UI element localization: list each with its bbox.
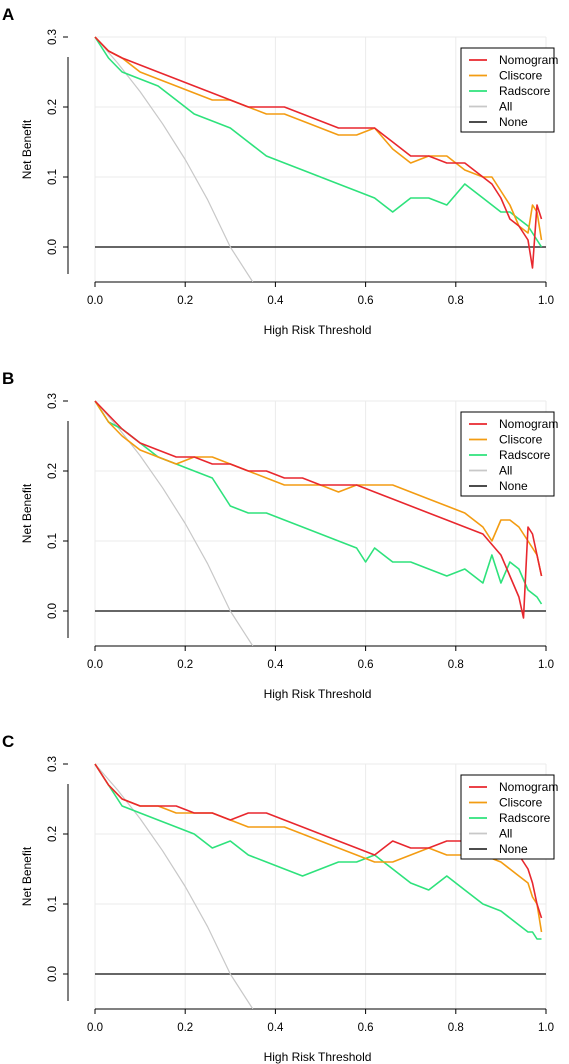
x-axis-title: High Risk Threshold (264, 323, 372, 337)
series-line-nomogram (94, 400, 543, 619)
y-tick-label: 0.1 (47, 533, 59, 549)
x-tick-label: 0.4 (267, 659, 284, 671)
series-line-all (94, 36, 254, 282)
y-axis-title: Net Benefit (20, 483, 34, 543)
panel-letter: C (2, 732, 14, 751)
x-tick-label: 0.2 (177, 1022, 193, 1034)
x-tick-label: 1.0 (538, 659, 554, 671)
x-tick-label: 0.6 (358, 295, 374, 307)
y-axis-title: Net Benefit (20, 846, 34, 906)
series-line-radscore (94, 36, 543, 248)
y-tick-label: 0.0 (47, 603, 59, 619)
x-tick-label: 0.4 (267, 1022, 284, 1034)
legend-box (460, 411, 555, 497)
legend-label-radscore: Radscore (499, 84, 551, 98)
y-tick-label: 0.3 (47, 393, 59, 409)
series-line-all (94, 763, 254, 1009)
chart-panel-c: C 0.0 0.2 0.4 0.6 0.8 1.0 0.0 0.1 0.2 0.3 High Risk… (2, 732, 558, 1064)
x-tick-label: 0.6 (358, 1022, 374, 1034)
x-axis-title: High Risk Threshold (264, 687, 372, 701)
legend-label-radscore: Radscore (499, 448, 551, 462)
legend-label-none: None (499, 842, 528, 856)
legend-label-all: All (499, 100, 512, 114)
y-tick-label: 0.2 (47, 99, 59, 115)
legend-label-cliscore: Cliscore (499, 433, 543, 447)
x-tick-label: 0.8 (448, 659, 464, 671)
legend-label-none: None (499, 479, 528, 493)
chart-panel-a: A 0.0 0.2 0.4 0.6 0.8 1.0 0.0 0.1 0.2 0.3 High Risk… (2, 5, 558, 337)
panel-letter: B (2, 369, 14, 388)
x-tick-label: 0.6 (358, 659, 374, 671)
legend-box (460, 47, 555, 133)
legend-label-none: None (499, 115, 528, 129)
x-tick-label: 0.4 (267, 295, 284, 307)
legend-box (460, 774, 555, 860)
y-tick-label: 0.0 (47, 966, 59, 982)
y-tick-label: 0.2 (47, 463, 59, 479)
legend-label-nomogram: Nomogram (499, 417, 558, 431)
legend-label-radscore: Radscore (499, 811, 551, 825)
x-tick-label: 1.0 (538, 295, 554, 307)
y-tick-label: 0.3 (47, 29, 59, 45)
legend-label-all: All (499, 464, 512, 478)
series-line-radscore (94, 763, 542, 940)
series-line-cliscore (94, 36, 543, 241)
y-tick-label: 0.2 (47, 826, 59, 842)
y-tick-label: 0.3 (47, 756, 59, 772)
series-line-nomogram (94, 36, 543, 269)
legend-label-cliscore: Cliscore (499, 69, 543, 83)
panel-letter: A (2, 5, 14, 24)
x-tick-label: 0.0 (87, 1022, 103, 1034)
series-line-all (94, 400, 254, 646)
series-line-cliscore (94, 400, 543, 577)
y-tick-label: 0.0 (47, 239, 59, 255)
x-tick-label: 0.2 (177, 659, 193, 671)
legend-label-cliscore: Cliscore (499, 796, 543, 810)
legend-label-nomogram: Nomogram (499, 53, 558, 67)
x-tick-label: 0.8 (448, 1022, 464, 1034)
x-tick-label: 0.8 (448, 295, 464, 307)
x-tick-label: 0.2 (177, 295, 193, 307)
y-tick-label: 0.1 (47, 896, 59, 912)
legend-label-all: All (499, 827, 512, 841)
x-axis-title: High Risk Threshold (264, 1050, 372, 1064)
x-tick-label: 0.0 (87, 659, 103, 671)
legend-label-nomogram: Nomogram (499, 780, 558, 794)
x-tick-label: 0.0 (87, 295, 103, 307)
series-line-cliscore (94, 763, 543, 933)
x-tick-label: 1.0 (538, 1022, 554, 1034)
y-tick-label: 0.1 (47, 169, 59, 185)
chart-panel-b: B 0.0 0.2 0.4 0.6 0.8 1.0 0.0 0.1 0.2 0.3 High Risk… (2, 369, 558, 701)
y-axis-title: Net Benefit (20, 119, 34, 179)
